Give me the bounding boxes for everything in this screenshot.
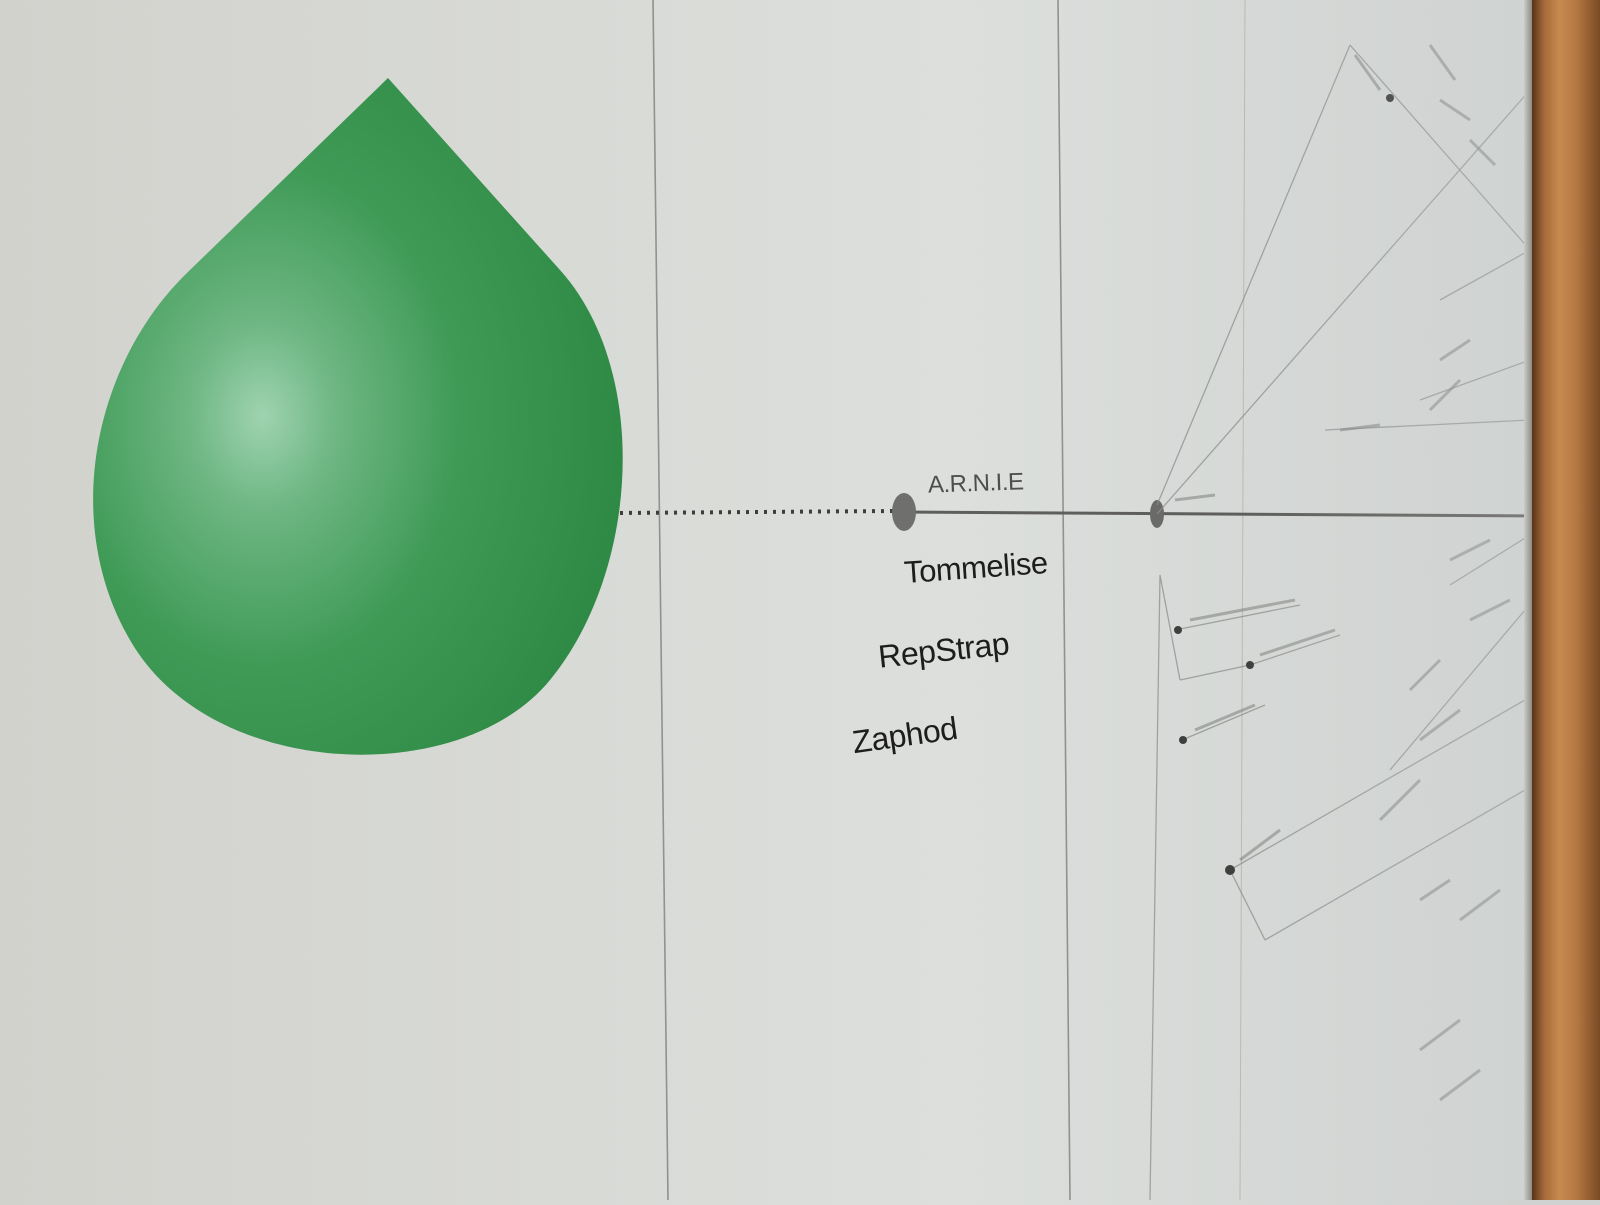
depth-blur-overlay [1240, 0, 1540, 1200]
frame-edge [1524, 0, 1532, 1200]
column-rule [1057, 0, 1071, 1201]
arnie-node [892, 493, 916, 531]
blurred-branch-text [1174, 44, 1511, 1102]
label-arnie: A.R.N.I.E [927, 468, 1024, 499]
green-drop-shape [93, 78, 623, 755]
column-rule [652, 0, 669, 1201]
column-rule [1239, 0, 1246, 1201]
branch-nodes [1174, 94, 1394, 875]
wooden-frame [1532, 0, 1600, 1200]
branch-diagram [1149, 44, 1531, 1201]
main-timeline-line [899, 510, 1536, 518]
dotted-connector-line [619, 509, 894, 515]
